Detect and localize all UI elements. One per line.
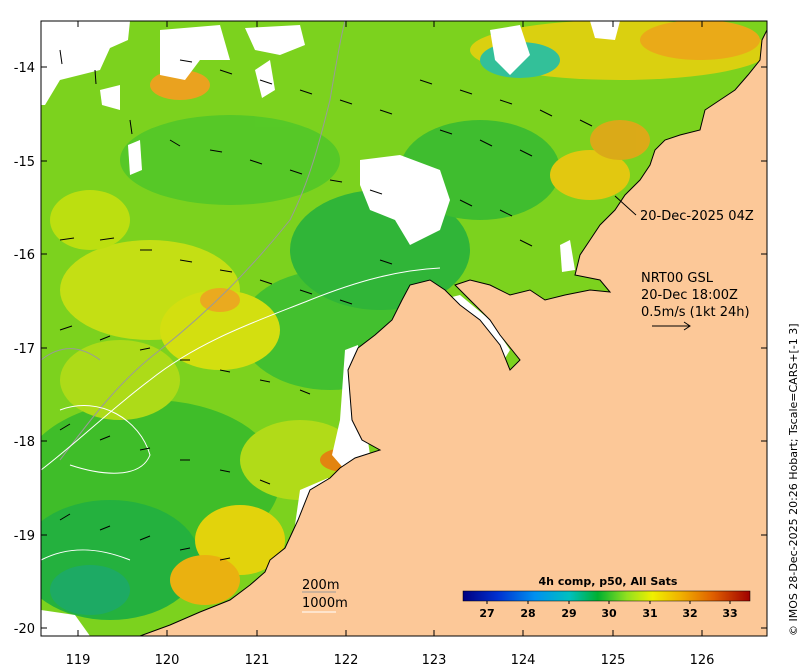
- colorbar-tick-label: 29: [561, 607, 576, 620]
- y-tick-label: -18: [14, 435, 35, 450]
- y-tick-label: -19: [14, 529, 35, 544]
- x-tick-label: 122: [334, 653, 359, 668]
- colorbar-ticks: [486, 601, 731, 604]
- y-tick-label: -15: [14, 155, 35, 170]
- colorbar-title: 4h comp, p50, All Sats: [539, 575, 678, 588]
- x-tick-label: 125: [601, 653, 626, 668]
- colorbar-gradient: [462, 590, 751, 602]
- x-tick-label: 121: [245, 653, 270, 668]
- y-tick-label: -16: [14, 248, 35, 263]
- colorbar-tick-label: 32: [682, 607, 697, 620]
- x-tick-label: 120: [155, 653, 180, 668]
- colorbar-tick-label: 28: [520, 607, 535, 620]
- y-tick-label: -17: [14, 342, 35, 357]
- colorbar: 4h comp, p50, All Sats 27 28 29 30 31 32…: [462, 575, 751, 620]
- map-plot-area: [41, 21, 767, 636]
- isobath-legend-lines: [302, 591, 336, 613]
- plot-frame: [40, 20, 768, 637]
- land-mass: [139, 21, 767, 636]
- y-tick-label: -20: [14, 622, 35, 637]
- y-tick-label: -14: [14, 61, 35, 76]
- timestamp-label: 20-Dec-2025 04Z: [640, 209, 754, 224]
- current-source-label: NRT00 GSL: [641, 271, 714, 286]
- x-tick-label: 124: [511, 653, 536, 668]
- isobath-200m-label: 200m: [302, 578, 339, 593]
- axis-ticks: [41, 21, 767, 636]
- timestamp-pointer: [614, 195, 637, 216]
- isobath-lines: [41, 21, 441, 561]
- x-tick-labels: 119 120 121 122 123 124 125 126: [66, 653, 715, 668]
- current-scale-label: 0.5m/s (1kt 24h): [641, 305, 750, 320]
- colorbar-tick-label: 33: [722, 607, 737, 620]
- colorbar-tick-label: 31: [642, 607, 657, 620]
- current-vectors: [59, 49, 593, 561]
- isobath-1000m-label: 1000m: [302, 596, 348, 611]
- y-tick-labels: -14 -15 -16 -17 -18 -19 -20: [14, 61, 35, 637]
- credit-text: © IMOS 28-Dec-2025 20:26 Hobart; Tscale=…: [787, 323, 800, 636]
- x-tick-label: 119: [66, 653, 91, 668]
- colorbar-tick-label: 27: [479, 607, 494, 620]
- current-time-label: 20-Dec 18:00Z: [641, 288, 738, 303]
- x-tick-label: 123: [422, 653, 447, 668]
- colorbar-tick-label: 30: [601, 607, 617, 620]
- current-scale-arrow: [652, 321, 691, 331]
- x-tick-label: 126: [690, 653, 715, 668]
